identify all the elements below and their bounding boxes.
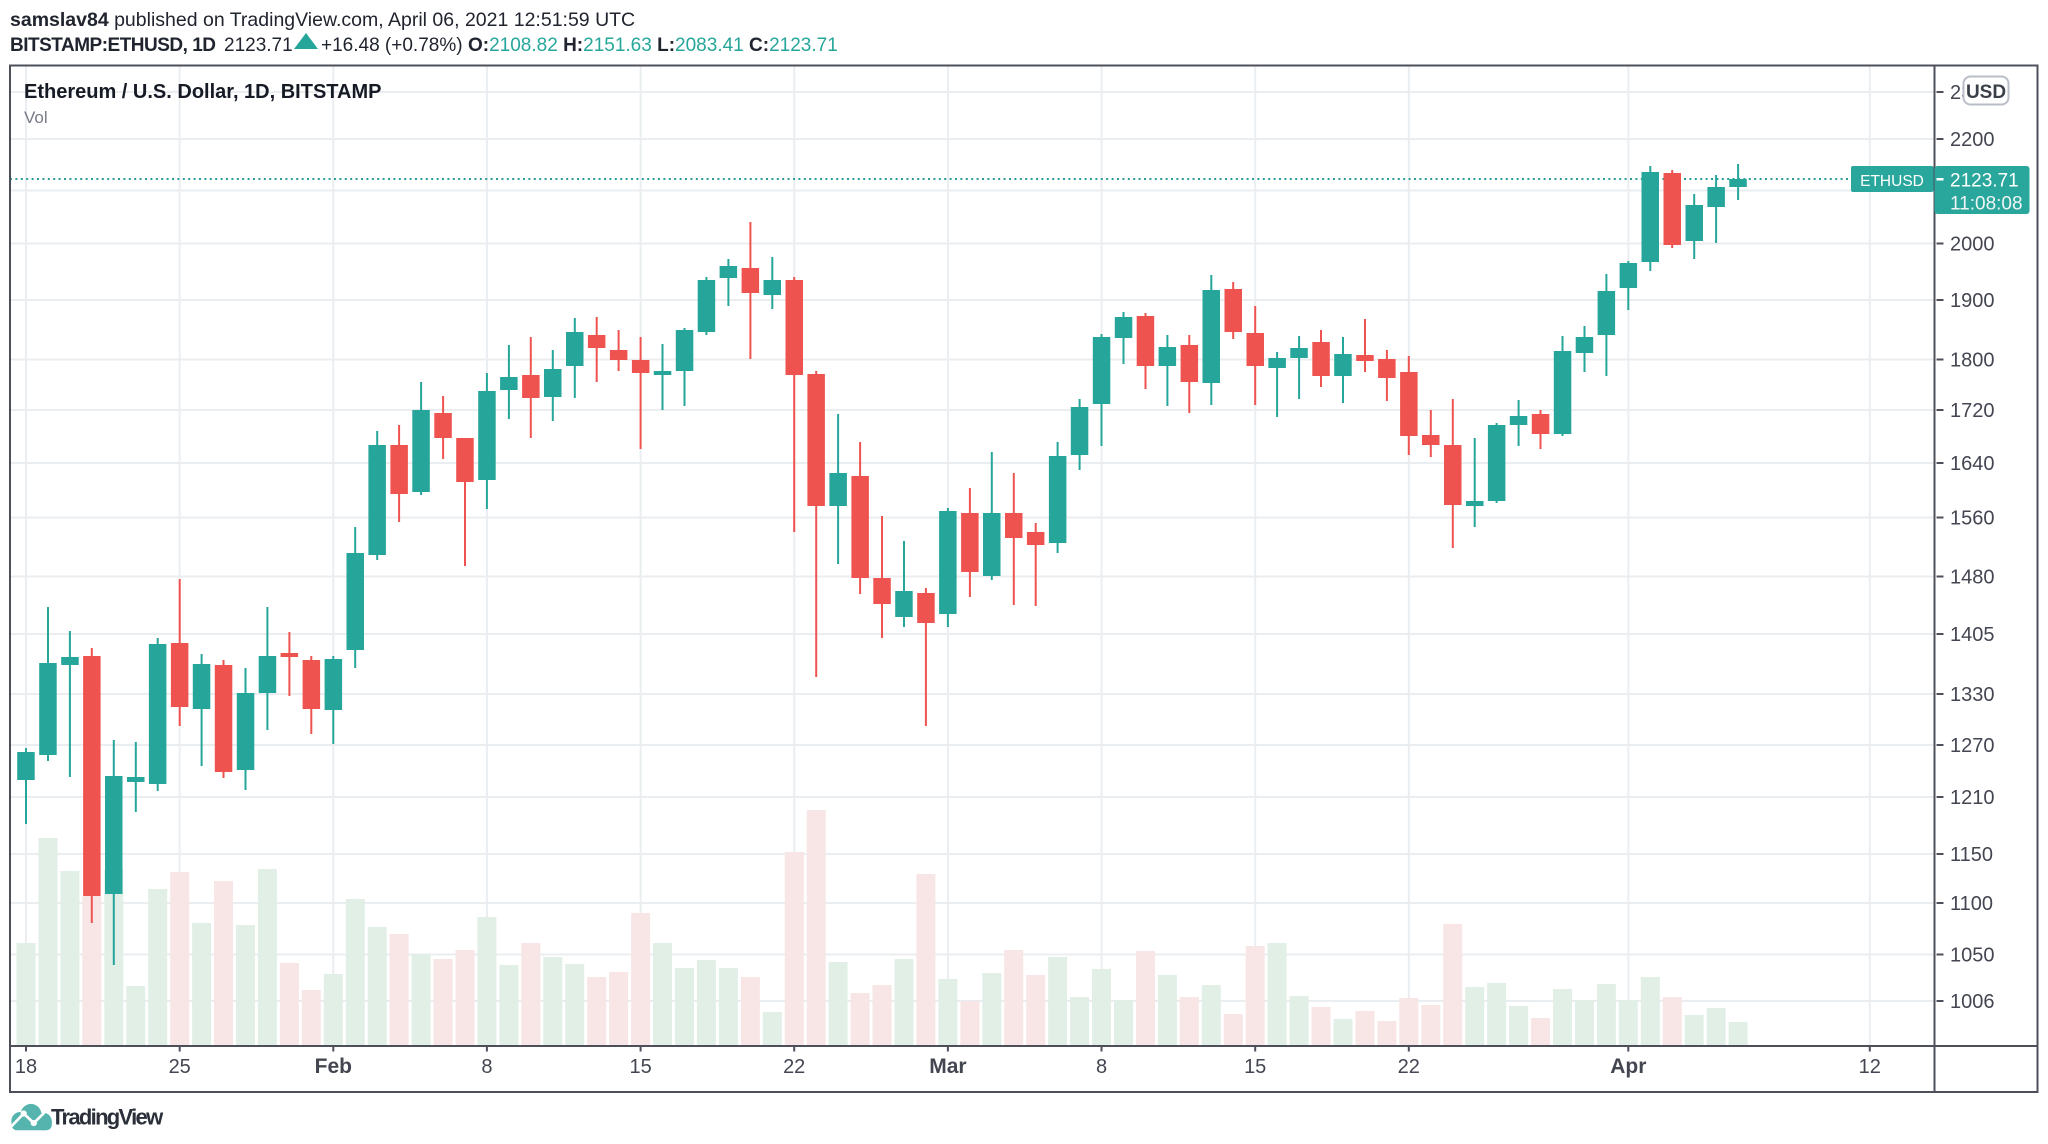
svg-text:Mar: Mar [929, 1055, 966, 1078]
svg-text:8: 8 [481, 1056, 492, 1078]
svg-text:1900: 1900 [1950, 290, 1995, 312]
svg-text:2000: 2000 [1950, 234, 1995, 256]
svg-text:1800: 1800 [1950, 350, 1995, 372]
svg-text:1100: 1100 [1950, 893, 1993, 915]
svg-text:15: 15 [629, 1056, 651, 1078]
svg-text:Apr: Apr [1610, 1055, 1646, 1078]
svg-text:1640: 1640 [1950, 453, 1995, 475]
svg-text:1720: 1720 [1950, 400, 1995, 422]
svg-text:8: 8 [1096, 1056, 1107, 1078]
svg-text:2200: 2200 [1950, 129, 1995, 151]
svg-text:22: 22 [1398, 1056, 1420, 1078]
svg-text:1050: 1050 [1950, 945, 1995, 967]
svg-text:USD: USD [1966, 82, 2006, 103]
svg-text:22: 22 [783, 1056, 805, 1078]
svg-text:1330: 1330 [1950, 684, 1995, 706]
svg-text:1006: 1006 [1950, 991, 1995, 1013]
svg-text:18: 18 [15, 1056, 37, 1078]
svg-text:2123.71: 2123.71 [1950, 171, 2019, 192]
svg-text:1210: 1210 [1950, 787, 1995, 809]
svg-text:1150: 1150 [1950, 844, 1993, 866]
svg-text:25: 25 [169, 1056, 191, 1078]
svg-text:ETHUSD: ETHUSD [1860, 173, 1924, 190]
svg-text:12: 12 [1859, 1056, 1881, 1078]
svg-text:1480: 1480 [1950, 567, 1995, 589]
svg-text:1405: 1405 [1950, 624, 1995, 646]
svg-text:15: 15 [1244, 1056, 1266, 1078]
svg-text:TradingView: TradingView [51, 1105, 164, 1130]
svg-text:1270: 1270 [1950, 735, 1995, 757]
svg-text:11:08:08: 11:08:08 [1950, 194, 2023, 215]
svg-text:1560: 1560 [1950, 508, 1995, 530]
svg-text:Feb: Feb [315, 1055, 352, 1078]
